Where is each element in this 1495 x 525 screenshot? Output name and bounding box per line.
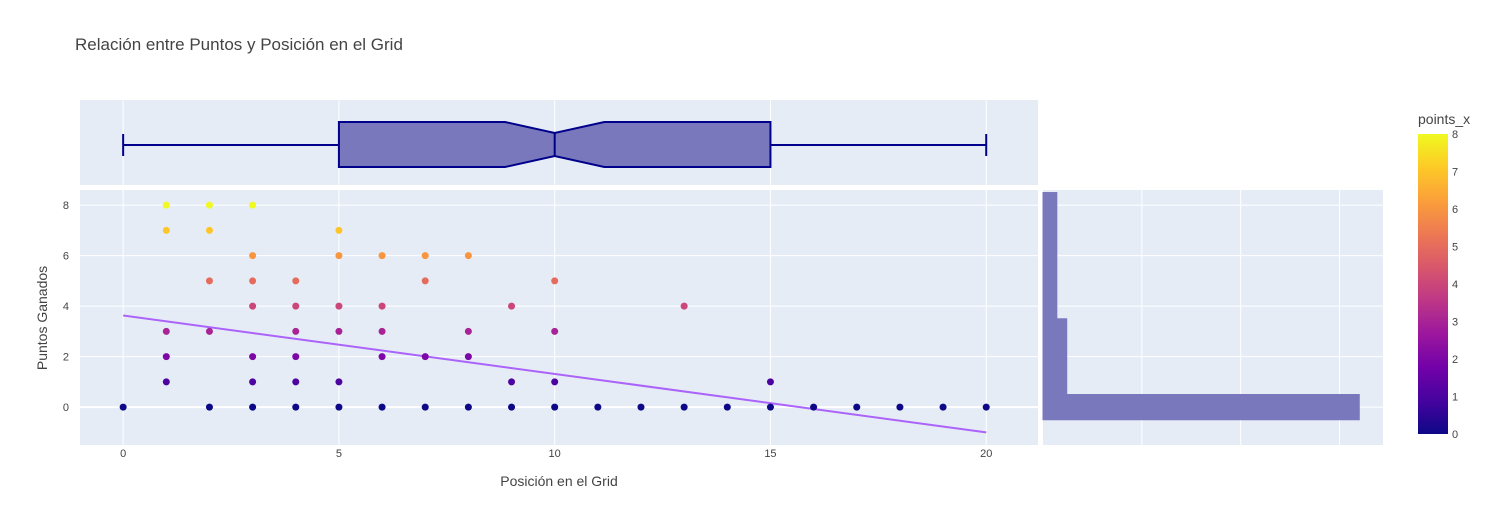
- data-point: [508, 378, 516, 386]
- data-point: [378, 327, 386, 335]
- data-point: [249, 252, 257, 260]
- histogram-bar: [1042, 394, 1360, 421]
- data-point: [551, 378, 559, 386]
- data-point: [508, 302, 516, 310]
- data-point: [162, 327, 170, 335]
- colorbar-tick-label: 1: [1452, 392, 1458, 404]
- colorbar: points_x 0 1 2 3 4 5 6 7 8: [1418, 111, 1470, 441]
- data-point: [249, 378, 257, 386]
- data-point: [464, 252, 472, 260]
- data-point: [551, 327, 559, 335]
- data-point: [292, 302, 300, 310]
- scatter-panel-bg: [80, 190, 1038, 445]
- y-tick-label: 8: [63, 200, 69, 212]
- data-point: [982, 403, 990, 411]
- y-tick-label: 6: [63, 251, 69, 263]
- x-tick-label: 0: [120, 448, 126, 460]
- data-point: [205, 327, 213, 335]
- x-tick-label: 15: [764, 448, 776, 460]
- points-layer: [119, 201, 990, 411]
- colorbar-gradient: [1418, 134, 1448, 434]
- data-point: [378, 252, 386, 260]
- colorbar-tick-label: 3: [1452, 317, 1458, 329]
- data-point: [292, 403, 300, 411]
- data-point: [162, 201, 170, 209]
- colorbar-tick-label: 4: [1452, 279, 1458, 291]
- data-point: [249, 403, 257, 411]
- x-tick-label: 20: [980, 448, 992, 460]
- colorbar-ticks: 0 1 2 3 4 5 6 7 8: [1452, 129, 1458, 441]
- histogram-layer: [1042, 192, 1360, 421]
- data-point: [205, 403, 213, 411]
- data-point: [292, 353, 300, 361]
- data-point: [205, 226, 213, 234]
- data-point: [335, 403, 343, 411]
- data-point: [551, 277, 559, 285]
- data-point: [162, 353, 170, 361]
- data-point: [723, 403, 731, 411]
- data-point: [680, 403, 688, 411]
- tick-labels-layer: 0 5 10 15 20 0 2 4 6 8: [63, 200, 992, 460]
- data-point: [335, 226, 343, 234]
- data-point: [853, 403, 861, 411]
- data-point: [421, 403, 429, 411]
- colorbar-tick-label: 2: [1452, 354, 1458, 366]
- data-point: [637, 403, 645, 411]
- box-plot-layer: [122, 121, 988, 168]
- data-point: [249, 277, 257, 285]
- trendline-layer: [123, 314, 987, 434]
- data-point: [335, 252, 343, 260]
- colorbar-tick-label: 0: [1452, 429, 1458, 441]
- data-point: [378, 302, 386, 310]
- data-point: [810, 403, 818, 411]
- data-point: [766, 378, 774, 386]
- histogram-bar: [1042, 318, 1068, 396]
- data-point: [896, 403, 904, 411]
- data-point: [162, 378, 170, 386]
- data-point: [335, 378, 343, 386]
- data-point: [508, 403, 516, 411]
- data-point: [162, 226, 170, 234]
- data-point: [464, 327, 472, 335]
- colorbar-tick-label: 8: [1452, 129, 1458, 141]
- data-point: [551, 403, 559, 411]
- trendline: [123, 314, 987, 434]
- data-point: [594, 403, 602, 411]
- data-point: [680, 302, 688, 310]
- data-point: [464, 403, 472, 411]
- data-point: [421, 353, 429, 361]
- data-point: [119, 403, 127, 411]
- colorbar-title: points_x: [1418, 111, 1470, 127]
- data-point: [378, 353, 386, 361]
- colorbar-tick-label: 5: [1452, 242, 1458, 254]
- y-tick-label: 4: [63, 301, 69, 313]
- x-axis-title: Posición en el Grid: [500, 473, 618, 489]
- chart-title: Relación entre Puntos y Posición en el G…: [75, 35, 403, 54]
- data-point: [292, 378, 300, 386]
- data-point: [378, 403, 386, 411]
- y-tick-label: 2: [63, 352, 69, 364]
- data-point: [939, 403, 947, 411]
- data-point: [292, 277, 300, 285]
- data-point: [421, 277, 429, 285]
- data-point: [464, 353, 472, 361]
- y-axis-title: Puntos Ganados: [34, 266, 50, 370]
- x-tick-label: 5: [336, 448, 342, 460]
- histogram-bar: [1042, 192, 1058, 320]
- data-point: [766, 403, 774, 411]
- x-tick-label: 10: [549, 448, 561, 460]
- data-point: [335, 302, 343, 310]
- data-point: [249, 302, 257, 310]
- data-point: [335, 327, 343, 335]
- colorbar-tick-label: 6: [1452, 204, 1458, 216]
- colorbar-tick-label: 7: [1452, 167, 1458, 179]
- data-point: [249, 201, 257, 209]
- data-point: [421, 252, 429, 260]
- y-tick-label: 0: [63, 402, 69, 414]
- data-point: [292, 327, 300, 335]
- data-point: [205, 277, 213, 285]
- data-point: [249, 353, 257, 361]
- data-point: [205, 201, 213, 209]
